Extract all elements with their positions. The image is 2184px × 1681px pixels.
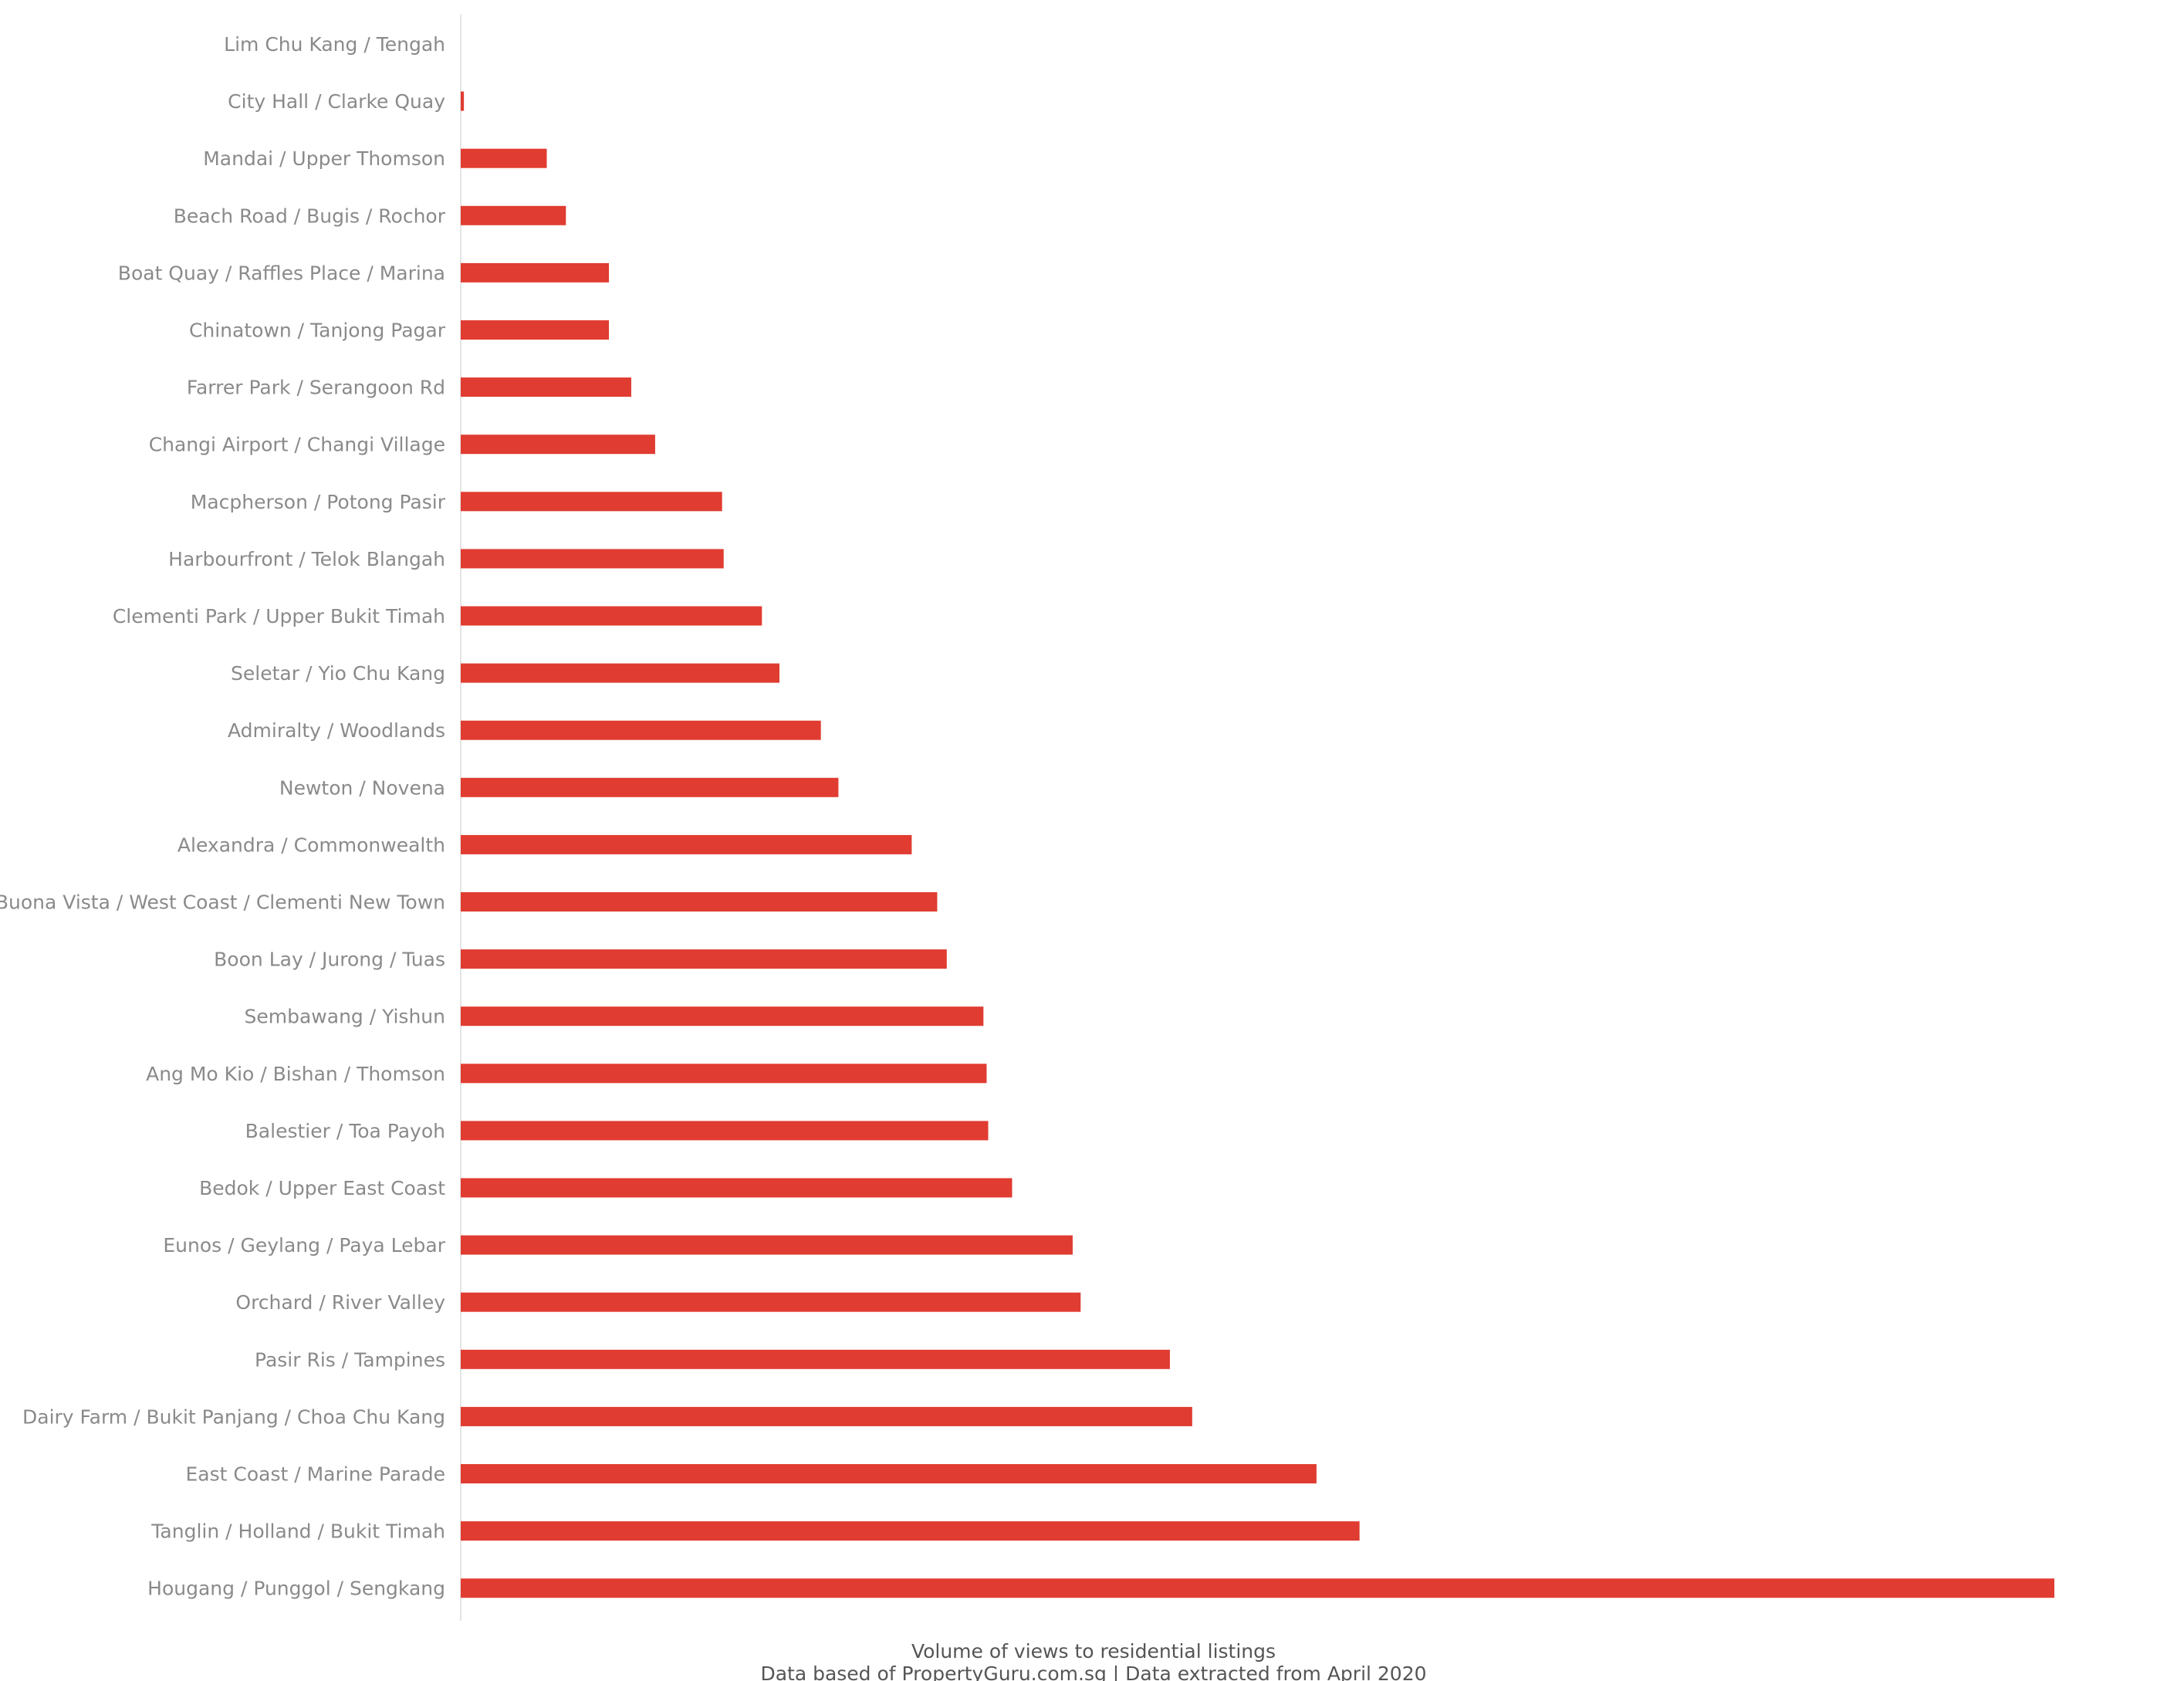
bar	[461, 148, 547, 168]
category-label: Dairy Farm / Bukit Panjang / Choa Chu Ka…	[22, 1405, 445, 1428]
bar	[461, 1178, 1013, 1198]
bar	[461, 1121, 989, 1141]
category-label: Newton / Novena	[279, 776, 445, 799]
category-label: Beach Road / Bugis / Rochor	[174, 205, 446, 227]
category-label: Clementi Park / Upper Bukit Timah	[113, 605, 445, 627]
category-label: Pasir Ris / Tampines	[255, 1348, 445, 1371]
category-label: Lim Chu Kang / Tengah	[224, 33, 445, 56]
category-label: Bedok / Upper East Coast	[199, 1177, 445, 1199]
bar	[461, 720, 821, 740]
category-label: Chinatown / Tanjong Pagar	[189, 320, 446, 342]
category-label: Seletar / Yio Chu Kang	[231, 662, 445, 685]
bar	[461, 1235, 1073, 1255]
category-label: Tanglin / Holland / Bukit Timah	[150, 1520, 445, 1543]
category-label: City Hall / Clarke Quay	[228, 90, 445, 113]
bar	[461, 1521, 1360, 1541]
x-axis-label: Volume of views to residential listings	[911, 1640, 1276, 1662]
bar	[461, 1406, 1192, 1426]
bar	[461, 262, 610, 282]
bar	[461, 949, 947, 969]
category-label: Mandai / Upper Thomson	[203, 147, 445, 170]
bar	[461, 1464, 1317, 1483]
category-label: Balestier / Toa Payoh	[245, 1120, 445, 1142]
bar	[461, 663, 779, 683]
bars-layer	[461, 91, 2054, 1598]
bar	[461, 892, 938, 912]
bar	[461, 777, 839, 797]
bar	[461, 1064, 987, 1084]
bar	[461, 492, 722, 512]
bar	[461, 606, 762, 626]
bar	[461, 377, 631, 397]
category-label: Alexandra / Commonwealth	[177, 834, 445, 856]
category-label: East Coast / Marine Parade	[185, 1463, 445, 1486]
bar	[461, 205, 566, 225]
category-label: Admiralty / Woodlands	[228, 719, 445, 742]
category-label: Farrer Park / Serangoon Rd	[187, 377, 445, 399]
category-label: Boon Lay / Jurong / Tuas	[214, 949, 445, 971]
category-label: Eunos / Geylang / Paya Lebar	[163, 1234, 445, 1257]
category-label: Harbourfront / Telok Blangah	[168, 548, 445, 570]
category-label: Boat Quay / Raffles Place / Marina	[118, 262, 445, 284]
bar	[461, 320, 610, 340]
category-labels: Lim Chu Kang / Tengah City Hall / Clarke …	[0, 33, 446, 1600]
bar	[461, 1349, 1170, 1369]
bar	[461, 435, 655, 455]
bar	[461, 1006, 984, 1027]
bar	[461, 1292, 1081, 1312]
category-label: Macpherson / Potong Pasir	[191, 491, 446, 513]
bar	[461, 1578, 2054, 1598]
category-label: Buona Vista / West Coast / Clementi New …	[0, 891, 445, 914]
bar	[461, 549, 724, 569]
category-label: Orchard / River Valley	[235, 1291, 445, 1314]
source-note: Data based of PropertyGuru.com.sg | Data…	[760, 1662, 1426, 1681]
category-label: Hougang / Punggol / Sengkang	[147, 1578, 445, 1600]
bar	[461, 91, 465, 111]
category-label: Sembawang / Yishun	[245, 1006, 445, 1028]
category-label: Ang Mo Kio / Bishan / Thomson	[146, 1063, 445, 1085]
bar	[461, 834, 912, 854]
category-label: Changi Airport / Changi Village	[149, 434, 445, 456]
